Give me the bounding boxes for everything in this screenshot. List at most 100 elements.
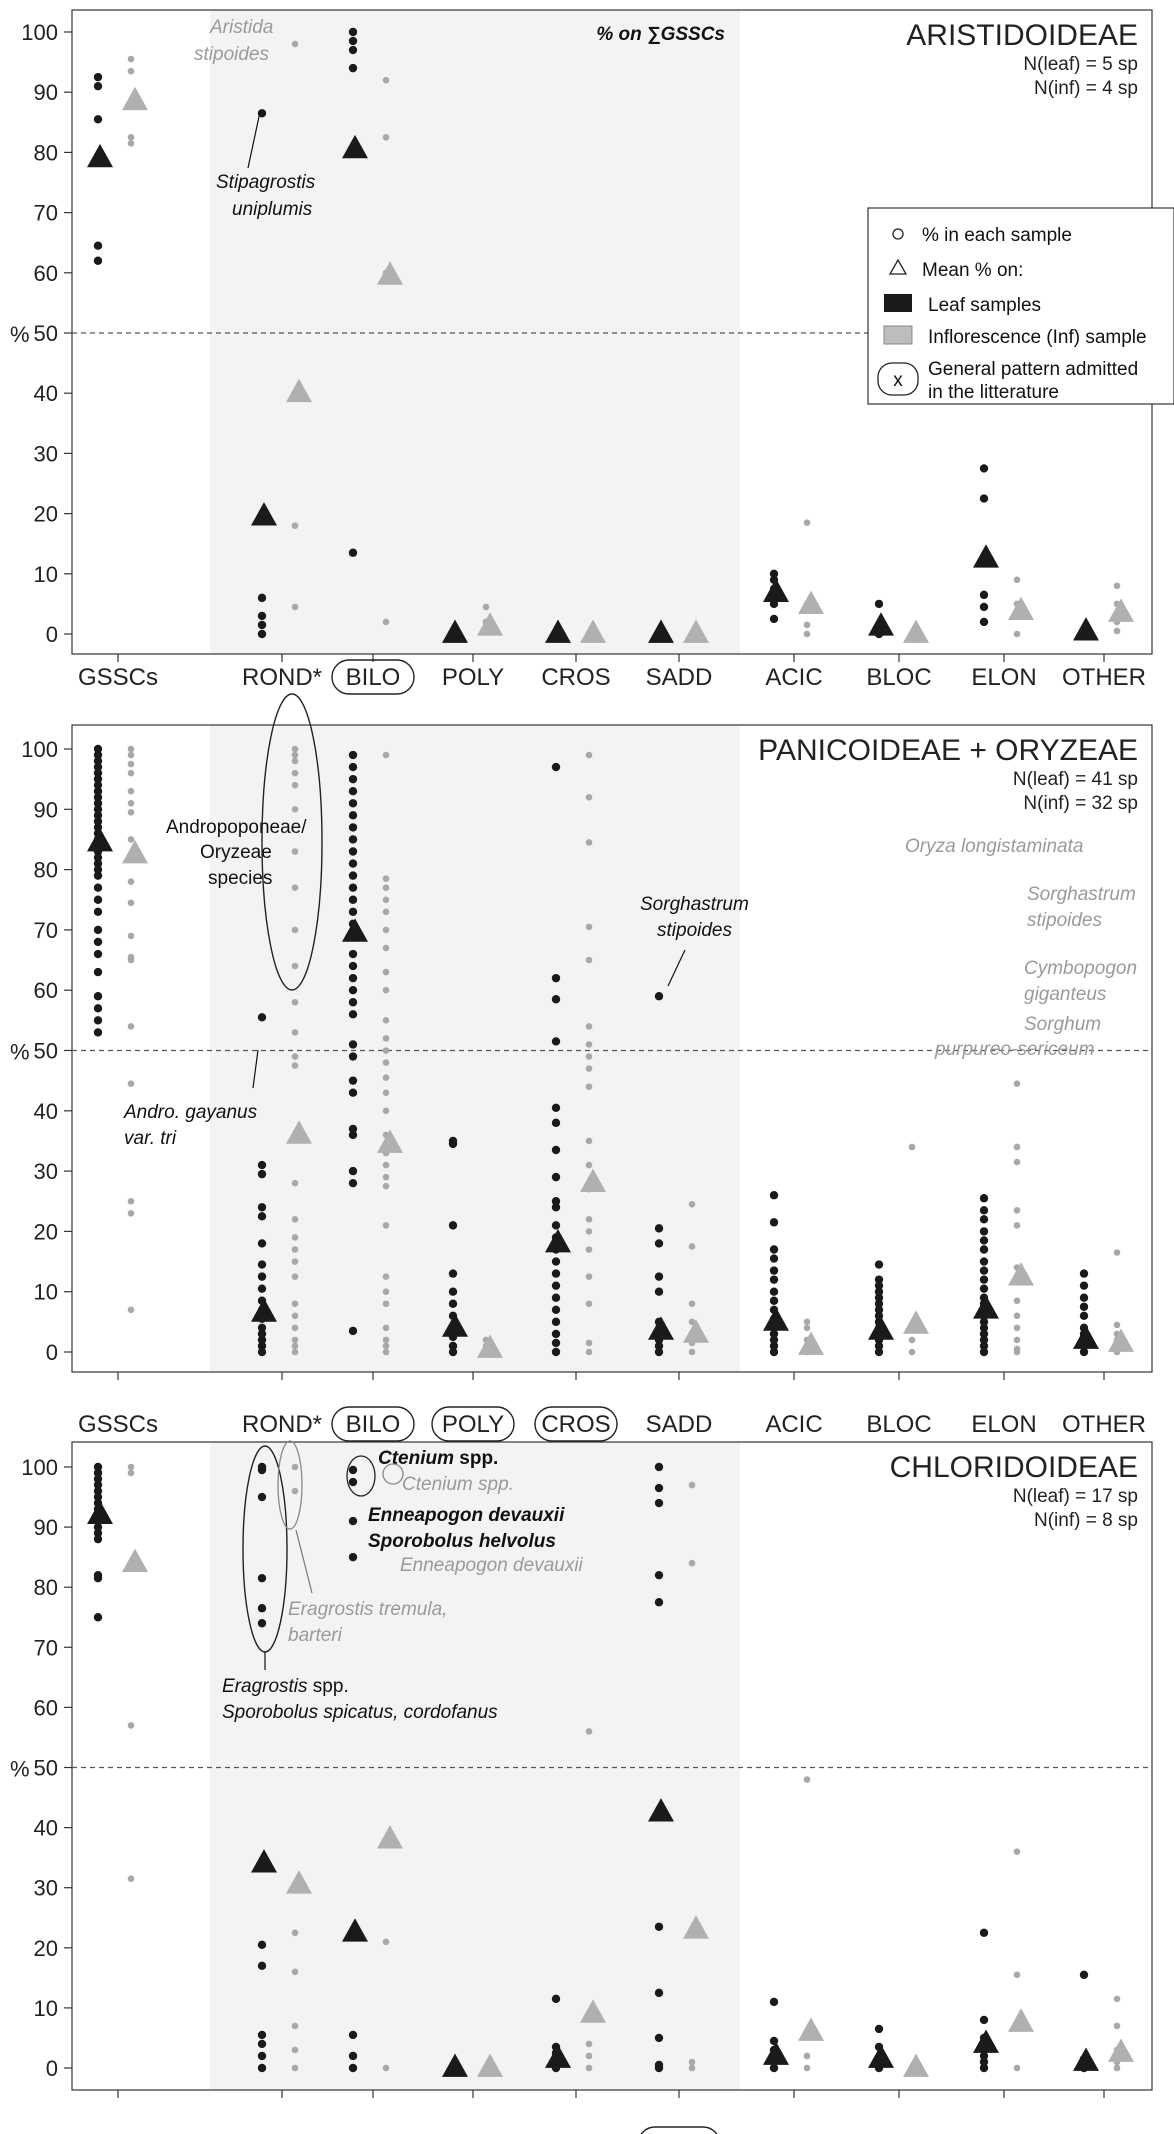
inf-sample-point (382, 1938, 390, 1946)
annotation-andropoponeae: Andropoponeae/ (166, 817, 307, 838)
inf-mean-triangle (1108, 598, 1134, 622)
inf-sample-point (688, 1318, 696, 1326)
leaf-sample-point (654, 1498, 664, 1508)
y-tick-label: 100 (21, 20, 58, 45)
leaf-sample-point (654, 1272, 664, 1281)
leaf-mean-triangle (87, 143, 113, 168)
inf-sample-point (1113, 2064, 1121, 2072)
leaf-sample-point (93, 768, 103, 778)
leaf-sample-point (979, 1236, 989, 1245)
leaf-sample-point (93, 1480, 103, 1490)
leaf-sample-point (979, 1227, 989, 1236)
annotation-sporobolus-spicatus: Sporobolus spicatus, cordofanus (222, 1702, 498, 1723)
y-tick-label: 0 (46, 2056, 58, 2081)
legend-inf-swatch (883, 325, 913, 345)
category-label-bloc: BLOC (866, 664, 931, 691)
inf-mean-triangle (122, 840, 148, 864)
leaf-sample-point (348, 961, 358, 971)
leaf-sample-point (93, 780, 103, 790)
legend-triangle-icon (888, 258, 908, 275)
leaf-sample-point (348, 1178, 358, 1188)
leaf-sample-point (93, 115, 103, 124)
leaf-sample-point (769, 1266, 779, 1275)
leaf-sample-point (93, 925, 103, 935)
legend-sample-label: % in each sample (922, 225, 1072, 246)
y-tick-label: 80 (34, 1575, 58, 1600)
inf-sample-point (688, 1243, 696, 1250)
annotation-stipoides: stipoides (194, 44, 269, 65)
leaf-sample-point (348, 1052, 358, 1061)
inf-sample-point (127, 769, 135, 777)
leaf-sample-point (1079, 1293, 1089, 1302)
inf-sample-point (291, 1342, 299, 1350)
leaf-sample-point (348, 2030, 358, 2040)
category-label-elon: ELON (971, 2131, 1036, 2134)
inf-sample-point (127, 836, 135, 843)
inf-sample-point (291, 1487, 299, 1495)
annotation-eragrostis-spp: spp. (308, 1676, 349, 1697)
leaf-mean-triangle (342, 1918, 368, 1942)
category-label-acic: ACIC (765, 2131, 822, 2134)
leaf-mean-triangle (87, 1500, 113, 1524)
inf-sample-point (291, 522, 299, 529)
leaf-sample-point (348, 1326, 358, 1336)
leaf-sample-point (257, 1212, 267, 1221)
leaf-mean-triangle (545, 1228, 571, 1253)
leaf-sample-point (257, 1239, 267, 1248)
inf-mean-triangle (798, 590, 824, 614)
leaf-sample-point (348, 36, 358, 46)
leaf-sample-point (979, 1928, 989, 1937)
leaf-mean-triangle (1073, 2047, 1099, 2071)
inf-sample-point (585, 1041, 593, 1048)
inf-sample-point (585, 2052, 593, 2060)
leaf-mean-triangle (763, 2041, 789, 2065)
leaf-sample-point (769, 1335, 779, 1345)
y-tick-label: 10 (34, 562, 58, 587)
leaf-sample-point (257, 1940, 267, 1949)
leaf-sample-point (551, 1281, 561, 1290)
inf-mean-triangle (286, 1120, 312, 1144)
leaf-sample-point (348, 986, 358, 995)
category-label-gsscs: GSSCs (78, 1411, 158, 1438)
inf-mean-triangle (477, 1334, 503, 1358)
leaf-sample-point (654, 1598, 664, 1607)
leaf-sample-point (348, 774, 358, 784)
inf-sample-point (291, 998, 299, 1006)
y-tick-label: 20 (34, 1936, 58, 1961)
leaf-sample-point (874, 1281, 884, 1290)
leaf-sample-point (551, 1257, 561, 1266)
inf-sample-point (1113, 1321, 1121, 1329)
inf-sample-point (382, 1035, 390, 1042)
inf-sample-point (585, 956, 593, 964)
category-label-gsscs: GSSCs (78, 2131, 158, 2134)
inf-sample-point (482, 603, 490, 611)
leaf-sample-point (93, 1534, 103, 1544)
leaf-sample-point (348, 907, 358, 917)
inf-sample-point (127, 1463, 135, 1471)
leaf-sample-point (93, 1468, 103, 1478)
plot-frame (71, 724, 1153, 1373)
inf-sample-point (127, 1875, 135, 1882)
y-tick-label: 70 (34, 201, 58, 226)
inf-sample-point (127, 745, 135, 753)
leaf-sample-point (979, 1245, 989, 1254)
inf-mean-triangle (1008, 2008, 1034, 2032)
y-tick-label: 90 (34, 1515, 58, 1540)
inf-sample-point (585, 793, 593, 801)
inf-sample-point (291, 603, 299, 611)
inf-mean-triangle (798, 2017, 824, 2041)
inf-sample-point (1013, 1336, 1021, 1344)
leaf-sample-point (979, 1335, 989, 1345)
inf-mean-triangle (580, 619, 606, 643)
leaf-sample-point (654, 1287, 664, 1296)
y-axis-percent-label: % (10, 322, 30, 347)
annotation-aristida: Aristida (209, 17, 273, 38)
leaf-sample-point (93, 907, 103, 917)
inf-sample-point (1013, 1297, 1021, 1305)
inf-sample-point (688, 1348, 696, 1356)
legend-circle-icon (892, 228, 904, 240)
leaf-sample-point (551, 1347, 561, 1357)
inf-sample-point (688, 2064, 696, 2072)
category-label-gsscs: GSSCs (78, 664, 158, 691)
inf-sample-point (1013, 1971, 1021, 1979)
